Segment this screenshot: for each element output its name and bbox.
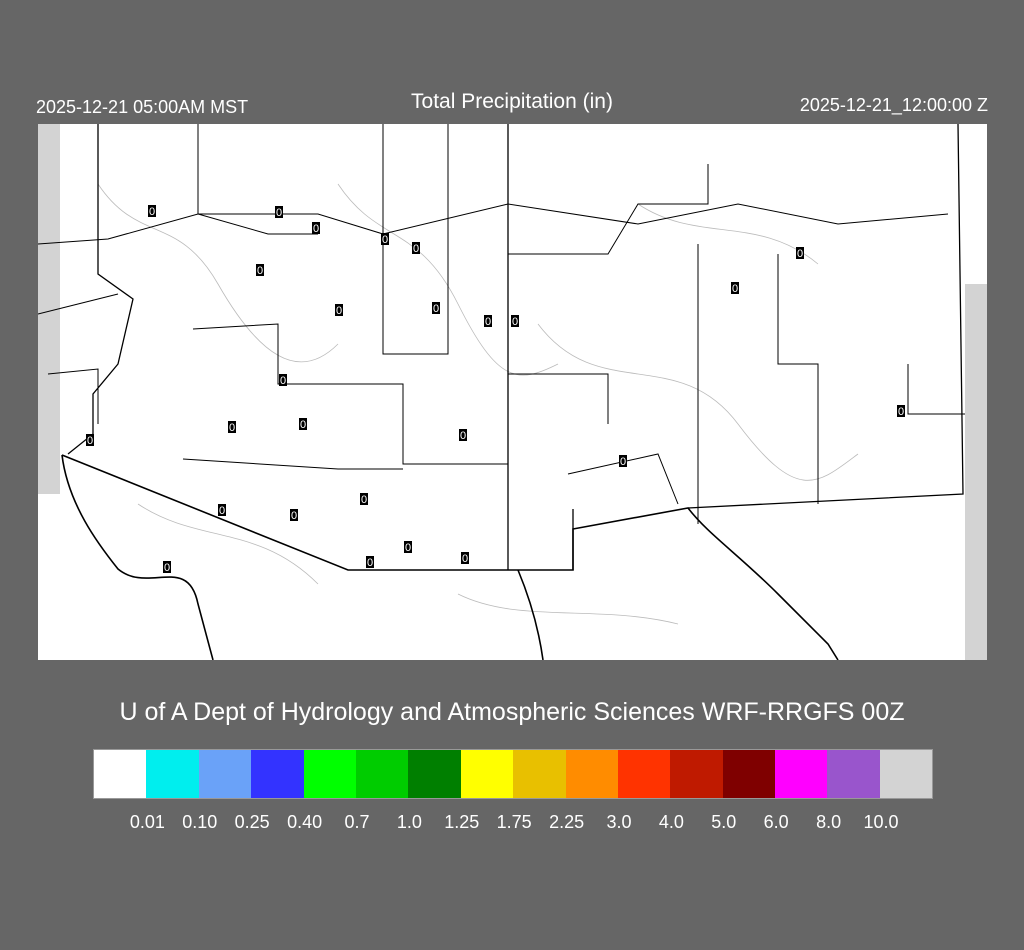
terrain-contours: [97, 183, 859, 625]
svg-text:0: 0: [462, 553, 468, 565]
station-value: 0: [86, 434, 94, 447]
svg-text:0: 0: [485, 316, 491, 328]
svg-text:0: 0: [460, 430, 466, 442]
svg-text:0: 0: [382, 234, 388, 246]
svg-text:0: 0: [336, 305, 342, 317]
valid-time-utc: 2025-12-21_12:00:00 Z: [799, 95, 988, 115]
legend-swatch: [670, 750, 723, 798]
station-value: 0: [381, 233, 389, 246]
legend-swatch: [827, 750, 880, 798]
international-border: [61, 454, 839, 661]
svg-text:0: 0: [898, 406, 904, 418]
station-value: 0: [275, 206, 283, 219]
station-value: 0: [404, 541, 412, 554]
legend-label: 8.0: [816, 812, 842, 832]
station-value: 0: [256, 264, 264, 277]
legend-label: 0.01: [129, 812, 165, 832]
legend-swatch: [722, 750, 776, 798]
legend-label: 0.25: [234, 812, 270, 832]
legend-swatch: [303, 750, 356, 798]
station-value: 0: [484, 315, 492, 328]
legend-swatch: [775, 750, 828, 798]
valid-time-local: 2025-12-21 05:00AM MST: [36, 97, 249, 117]
map-canvas: 0 0 0 0 0 0 0 0 0 0 0 0 0 0 0 0 0 0 0 0 0 0 0 0 0 0: [37, 123, 987, 661]
legend-swatch: [355, 750, 409, 798]
legend-label: 1.0: [396, 812, 422, 832]
new-mexico-texas-border: [687, 123, 964, 509]
legend-label: 6.0: [763, 812, 789, 832]
station-value: 0: [360, 493, 368, 506]
legend-swatch: [198, 750, 252, 798]
legend-label: 10.0: [863, 812, 899, 832]
station-value: 0: [459, 429, 467, 442]
station-value: 0: [148, 205, 156, 218]
station-value: 0: [461, 552, 469, 565]
svg-text:0: 0: [291, 510, 297, 522]
svg-text:0: 0: [87, 435, 93, 447]
legend-label: 0.10: [182, 812, 218, 832]
station-value: 0: [432, 302, 440, 315]
model-credit: U of A Dept of Hydrology and Atmospheric…: [119, 698, 905, 726]
legend-swatch: [565, 750, 618, 798]
station-value: 0: [619, 455, 627, 468]
svg-text:0: 0: [405, 542, 411, 554]
station-value: 0: [731, 282, 739, 295]
svg-text:0: 0: [367, 557, 373, 569]
legend-label: 1.75: [496, 812, 532, 832]
svg-text:0: 0: [732, 283, 738, 295]
legend-swatch: [460, 750, 514, 798]
svg-text:0: 0: [313, 223, 319, 235]
legend-label: 1.25: [444, 812, 480, 832]
legend-label: 0.7: [344, 812, 370, 832]
county-borders: [37, 124, 965, 524]
legend-swatch: [879, 750, 933, 798]
svg-text:0: 0: [149, 206, 155, 218]
precipitation-map: 0 0 0 0 0 0 0 0 0 0 0 0 0 0 0 0 0 0 0 0 0 0 0 0 0 0: [37, 123, 987, 661]
state-borders: [67, 123, 964, 570]
station-value: 0: [312, 222, 320, 235]
station-value: 0: [218, 504, 226, 517]
svg-text:0: 0: [413, 243, 419, 255]
map-title: Total Precipitation (in): [411, 90, 613, 113]
svg-text:0: 0: [219, 505, 225, 517]
svg-text:0: 0: [229, 422, 235, 434]
legend-label: 0.40: [287, 812, 323, 832]
legend-swatch: [408, 750, 461, 798]
station-value: 0: [897, 405, 905, 418]
legend-swatch: [251, 750, 304, 798]
svg-text:0: 0: [361, 494, 367, 506]
svg-text:0: 0: [257, 265, 263, 277]
legend-label: 2.25: [549, 812, 585, 832]
legend-label: 5.0: [711, 812, 737, 832]
legend-swatch: [513, 750, 566, 798]
station-markers: 0 0 0 0 0 0 0 0 0 0 0 0 0 0 0 0 0 0 0 0 0 0 0 0 0 0: [86, 205, 905, 574]
svg-text:0: 0: [300, 419, 306, 431]
svg-text:0: 0: [276, 207, 282, 219]
svg-text:0: 0: [797, 248, 803, 260]
edge-shading-left: [38, 124, 60, 494]
station-value: 0: [163, 561, 171, 574]
svg-text:0: 0: [512, 316, 518, 328]
color-legend-bar: [93, 749, 934, 799]
edge-shading-right: [965, 284, 987, 660]
legend-swatch: [146, 750, 199, 798]
station-value: 0: [335, 304, 343, 317]
station-value: 0: [228, 421, 236, 434]
svg-text:0: 0: [280, 375, 286, 387]
legend-swatch: [617, 750, 671, 798]
svg-text:0: 0: [433, 303, 439, 315]
legend-label: 3.0: [606, 812, 632, 832]
station-value: 0: [511, 315, 519, 328]
station-value: 0: [299, 418, 307, 431]
svg-text:0: 0: [164, 562, 170, 574]
svg-text:0: 0: [620, 456, 626, 468]
legend-swatch: [94, 750, 147, 798]
legend-label: 4.0: [658, 812, 684, 832]
station-value: 0: [796, 247, 804, 260]
station-value: 0: [412, 242, 420, 255]
station-value: 0: [290, 509, 298, 522]
color-legend-labels: 0.01 0.10 0.25 0.40 0.7 1.0 1.25 1.75 2.25 3.0 4.0…: [0, 812, 1024, 836]
station-value: 0: [279, 374, 287, 387]
station-value: 0: [366, 556, 374, 569]
